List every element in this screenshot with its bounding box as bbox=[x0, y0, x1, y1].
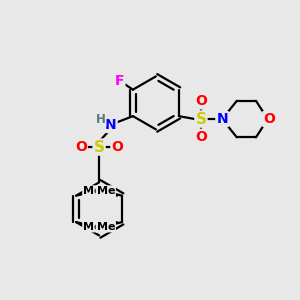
Text: O: O bbox=[195, 94, 207, 108]
Text: S: S bbox=[195, 112, 206, 127]
Text: N: N bbox=[105, 118, 117, 132]
Text: H: H bbox=[96, 112, 106, 126]
Text: S: S bbox=[94, 140, 105, 154]
Text: Me: Me bbox=[97, 222, 115, 232]
Text: N: N bbox=[216, 112, 228, 126]
Text: O: O bbox=[263, 112, 275, 126]
Text: Me: Me bbox=[83, 222, 102, 232]
Text: O: O bbox=[111, 140, 123, 154]
Text: Me: Me bbox=[83, 186, 102, 196]
Text: O: O bbox=[195, 130, 207, 144]
Text: O: O bbox=[75, 140, 87, 154]
Text: F: F bbox=[115, 74, 124, 88]
Text: Me: Me bbox=[97, 186, 115, 196]
